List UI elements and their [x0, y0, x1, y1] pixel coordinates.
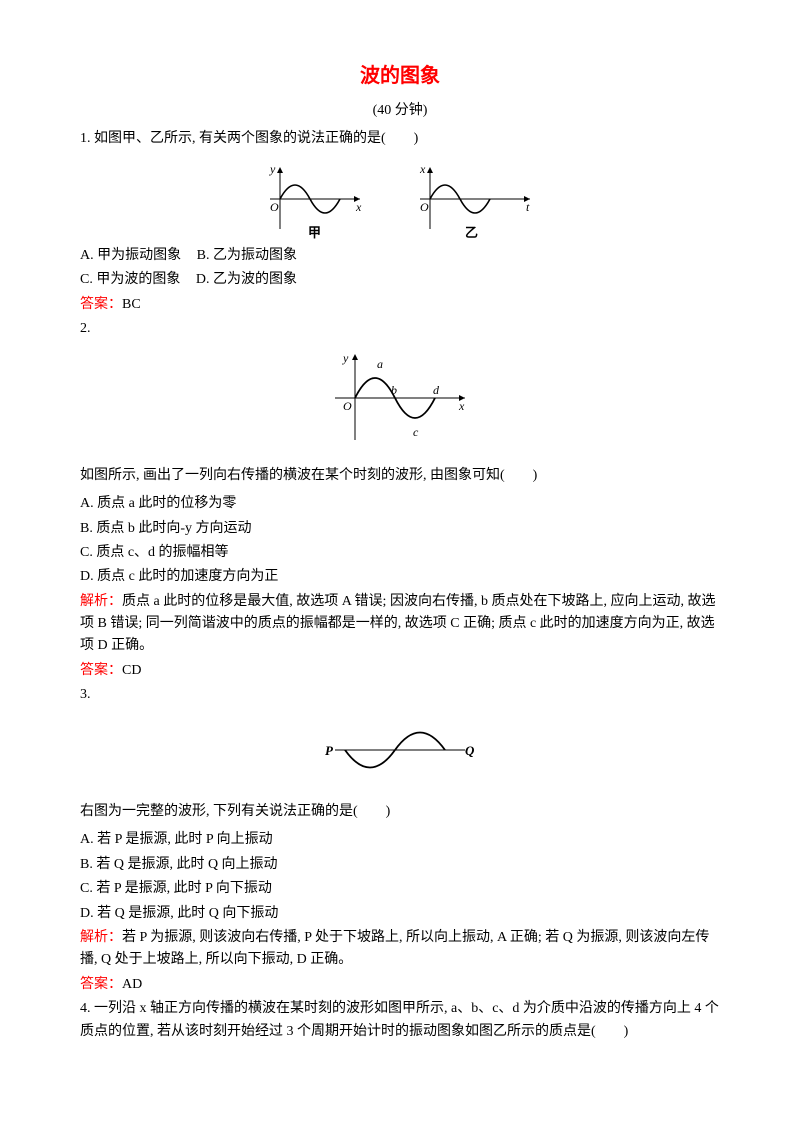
q3-answer-label: 答案： — [80, 977, 122, 992]
q3-num: 3. — [80, 684, 720, 706]
q3-optA: A. 若 P 是振源, 此时 P 向上振动 — [80, 829, 720, 851]
q1-left-xaxis: x — [355, 200, 362, 214]
q3-explanation-line: 解析：若 P 为振源, 则该波向右传播, P 处于下坡路上, 所以向上振动, A… — [80, 927, 720, 972]
duration: (40 分钟) — [80, 100, 720, 122]
q1-answer-label: 答案： — [80, 297, 122, 312]
q3-answer-line: 答案：AD — [80, 974, 720, 996]
q2-answer-label: 答案： — [80, 663, 122, 678]
q3-right-label: Q — [465, 743, 475, 758]
q2-origin: O — [343, 399, 352, 413]
q2-figure: O x y a b c d — [80, 348, 720, 456]
q1-right-yaxis: x — [419, 162, 426, 176]
q1-optB: B. 乙为振动图象 — [197, 248, 297, 263]
q2-exp-label: 解析： — [80, 594, 122, 609]
q2-exp: 质点 a 此时的位移是最大值, 故选项 A 错误; 因波向右传播, b 质点处在… — [80, 594, 715, 654]
q3-answer: AD — [122, 977, 142, 992]
q3-optB: B. 若 Q 是振源, 此时 Q 向上振动 — [80, 854, 720, 876]
q1-right-label: 乙 — [465, 225, 478, 239]
q2-answer-line: 答案：CD — [80, 660, 720, 682]
q3-optC: C. 若 P 是振源, 此时 P 向下振动 — [80, 878, 720, 900]
q3-exp-label: 解析： — [80, 930, 122, 945]
q4-stem: 4. 一列沿 x 轴正方向传播的横波在某时刻的波形如图甲所示, a、b、c、d … — [80, 998, 720, 1043]
q1-figure: O x y 甲 O t x 乙 — [80, 159, 720, 239]
q2-num: 2. — [80, 318, 720, 340]
q2-answer: CD — [122, 663, 141, 678]
q2-point-c: c — [413, 425, 419, 439]
q1-stem: 1. 如图甲、乙所示, 有关两个图象的说法正确的是( ) — [80, 128, 720, 150]
q2-point-a: a — [377, 357, 383, 371]
q3-figure: P Q — [80, 715, 720, 793]
q3-exp: 若 P 为振源, 则该波向右传播, P 处于下坡路上, 所以向上振动, A 正确… — [80, 930, 709, 967]
q2-yaxis: y — [342, 351, 349, 365]
q1-options-row2: C. 甲为波的图象 D. 乙为波的图象 — [80, 269, 720, 291]
q2-xaxis: x — [458, 399, 465, 413]
page-title: 波的图象 — [80, 60, 720, 92]
q2-optD: D. 质点 c 此时的加速度方向为正 — [80, 566, 720, 588]
q2-point-d: d — [433, 383, 440, 397]
q2-optA: A. 质点 a 此时的位移为零 — [80, 493, 720, 515]
q1-optD: D. 乙为波的图象 — [196, 272, 297, 287]
q1-origin-right: O — [420, 200, 429, 214]
q2-stem: 如图所示, 画出了一列向右传播的横波在某个时刻的波形, 由图象可知( ) — [80, 465, 720, 487]
q1-options-row1: A. 甲为振动图象 B. 乙为振动图象 — [80, 245, 720, 267]
q1-right-xaxis: t — [526, 200, 530, 214]
q3-optD: D. 若 Q 是振源, 此时 Q 向下振动 — [80, 903, 720, 925]
q2-point-b: b — [391, 383, 397, 397]
q2-optB: B. 质点 b 此时向-y 方向运动 — [80, 518, 720, 540]
q1-origin-left: O — [270, 200, 279, 214]
q1-left-yaxis: y — [269, 162, 276, 176]
q3-stem: 右图为一完整的波形, 下列有关说法正确的是( ) — [80, 801, 720, 823]
q1-answer: BC — [122, 297, 141, 312]
q2-optC: C. 质点 c、d 的振幅相等 — [80, 542, 720, 564]
q1-left-label: 甲 — [308, 225, 321, 239]
q3-left-label: P — [325, 743, 334, 758]
q2-explanation-line: 解析：质点 a 此时的位移是最大值, 故选项 A 错误; 因波向右传播, b 质… — [80, 591, 720, 658]
q1-optC: C. 甲为波的图象 — [80, 272, 180, 287]
q1-answer-line: 答案：BC — [80, 294, 720, 316]
q1-optA: A. 甲为振动图象 — [80, 248, 181, 263]
